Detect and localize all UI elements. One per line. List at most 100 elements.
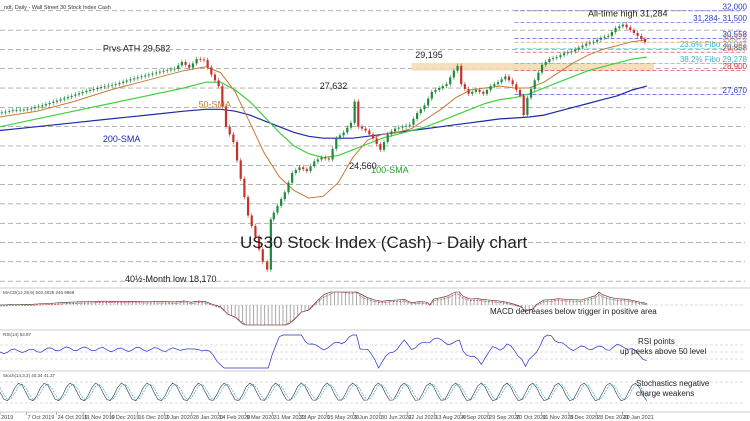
candle-body [478,89,481,92]
candle-body [114,84,117,85]
x-tick-label: 3 Dec 2020 [570,415,598,421]
candle-body [103,86,106,88]
candle-body [390,131,393,135]
x-tick-label: 11 Nov 2020 [543,415,574,421]
x-tick-label: 15 May 2020 [327,415,359,421]
candle-body [85,90,88,93]
candle-body [401,126,404,128]
candle-body [452,70,455,78]
candle-body [327,158,331,160]
candle-body [30,108,33,110]
candle-body [474,89,478,92]
candle-body [99,87,103,89]
candle-body [180,61,184,66]
stoch-header: Stoch(14,3,3) 40.34 41.37 [3,373,56,378]
candle-body [548,59,551,62]
x-tick-label: 4 Sep 2020 [462,415,490,421]
stoch-note-1: Stochastics negative [636,379,710,388]
candle-body [228,126,231,135]
candle-body [213,74,217,81]
candle-body [360,126,364,129]
candle-body [592,41,595,43]
candle-body [588,42,591,44]
annotation-label: All-time high 31,284 [588,9,668,19]
rsi-pane: RSI(14) 53.87 RSI points up peeks above … [0,332,745,369]
candle-body [302,167,305,170]
candle-body [158,71,161,73]
x-tick-label: 31 Mar 2020 [274,415,305,421]
candle-body [136,77,139,79]
candle-body [460,65,463,85]
annotation-label: 29,195 [415,50,443,60]
candle-body [618,26,621,29]
candle-body [331,148,334,160]
candle-body [202,59,206,61]
candle-body [235,142,239,161]
candle-body [110,84,114,86]
rsi-header: RSI(14) 53.87 [3,332,32,337]
candle-body [125,80,128,82]
candle-body [404,125,408,127]
candle-body [349,122,353,128]
candle-body [309,166,312,172]
candle-body [133,78,136,80]
candle-body [574,49,577,52]
candle-body [276,205,279,213]
candle-body [15,110,18,111]
candle-body [52,101,55,103]
candle-body [199,59,202,60]
candle-body [11,110,14,112]
candle-body [118,82,121,85]
x-tick-label: 20 Oct 2020 [516,415,546,421]
annotation-label: 200-SMA [103,134,141,144]
candle-body [74,94,77,96]
candle-body [283,192,286,200]
candle-body [640,35,643,40]
annotation-label: 40½-Month low 18,170 [125,274,217,284]
x-tick-label: 9 Mar 2020 [246,415,274,421]
level-label: 28,900 [723,62,748,71]
candle-body [507,76,511,81]
annotation-label: Prvs ATH 29,582 [103,43,170,53]
candle-body [266,261,269,270]
candle-body [55,100,59,102]
candle-body [419,109,422,114]
candle-body [614,28,617,33]
candle-body [375,138,378,145]
candle-body [504,76,507,80]
level-label: 31,284- 31,500 [693,14,747,23]
candle-body [166,70,169,71]
candle-body [70,95,73,97]
candle-body [364,128,367,131]
candle-body [305,169,308,172]
candle-body [239,160,242,179]
candle-body [379,144,382,150]
candle-body [243,178,246,198]
candle-body [287,182,290,193]
candle-body [48,103,51,105]
candle-body [625,24,628,28]
candle-body [529,89,533,98]
annotation-label: 50-SMA [198,99,231,109]
level-label: 30,558 [723,30,748,39]
candle-body [566,52,569,54]
candle-body [585,43,588,46]
candle-body [629,27,632,31]
candle-body [438,88,441,90]
candle-body [335,138,338,149]
candle-body [368,130,371,135]
candle-body [107,85,110,87]
candle-body [188,64,191,68]
candle-body [63,98,66,100]
x-tick-label: 7 Oct 2019 [27,415,54,421]
candle-body [44,104,48,106]
level-label: 27,670 [723,86,748,95]
candle-body [408,124,411,126]
candle-body [471,91,474,94]
candle-body [0,112,3,114]
level-label: 23.6% Fibo 30,047 [680,40,748,49]
candle-body [596,39,599,42]
candle-body [621,24,625,27]
